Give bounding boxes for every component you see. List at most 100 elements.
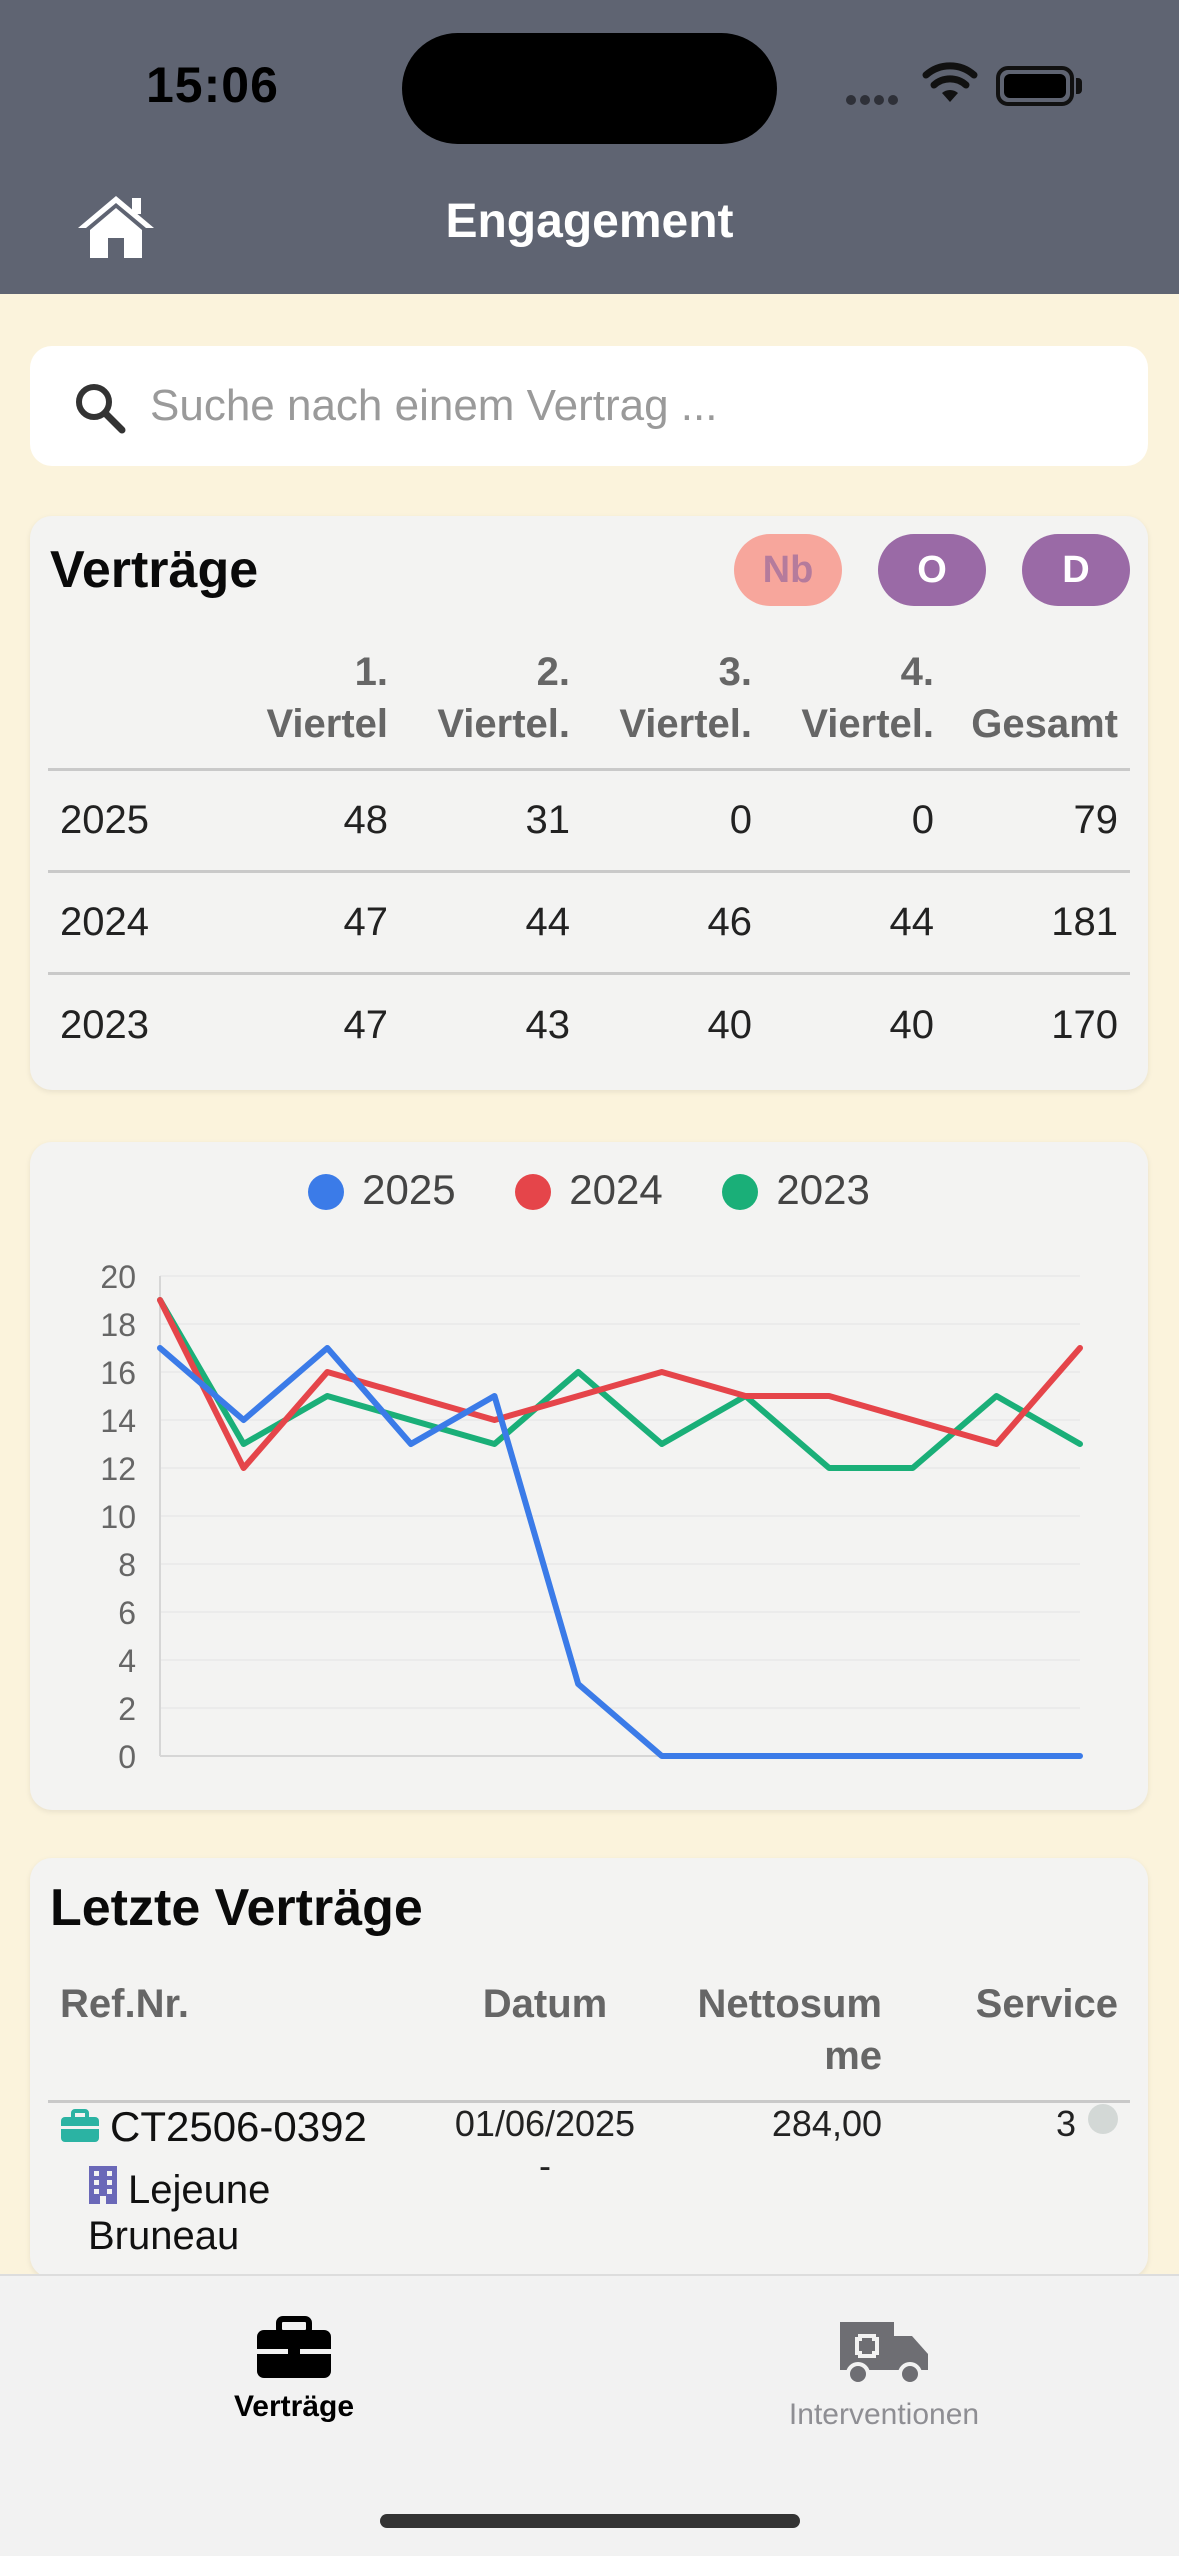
y-tick-label: 10 bbox=[100, 1499, 136, 1535]
y-tick-label: 14 bbox=[100, 1403, 136, 1439]
column-header: Ref.Nr. bbox=[60, 1982, 189, 2026]
y-tick-label: 12 bbox=[100, 1451, 136, 1487]
y-tick-label: 16 bbox=[100, 1355, 136, 1391]
y-tick-label: 8 bbox=[118, 1547, 136, 1583]
legend-dot bbox=[308, 1174, 345, 1210]
legend-dot bbox=[515, 1174, 552, 1210]
table-row[interactable]: 2024 47 44 46 44 181 bbox=[48, 870, 1130, 974]
client-name-text: Lejeune Bruneau bbox=[88, 2168, 271, 2258]
year-cell: 2023 bbox=[48, 972, 218, 1076]
home-indicator bbox=[380, 2514, 800, 2528]
page-title: Engagement bbox=[445, 195, 734, 248]
year-cell: 2025 bbox=[48, 768, 218, 872]
q2-cell: 44 bbox=[400, 870, 582, 974]
search-input[interactable] bbox=[150, 366, 1110, 446]
filter-o-button[interactable]: O bbox=[878, 534, 986, 606]
y-tick-label: 18 bbox=[100, 1307, 136, 1343]
net-cell: 284,00 bbox=[662, 2100, 894, 2259]
q2-cell: 31 bbox=[400, 768, 582, 872]
y-tick-label: 4 bbox=[118, 1643, 136, 1679]
q4-cell: 44 bbox=[764, 870, 946, 974]
y-tick-label: 6 bbox=[118, 1595, 136, 1631]
column-header: 3. Viertel. bbox=[619, 650, 752, 746]
battery-tip bbox=[1076, 78, 1082, 94]
latest-contracts-title: Letzte Verträge bbox=[50, 1879, 423, 1937]
year-cell: 2024 bbox=[48, 870, 218, 974]
total-cell: 170 bbox=[946, 972, 1130, 1076]
series-line-2023 bbox=[157, 1297, 1083, 1471]
column-header bbox=[48, 646, 218, 770]
client-name: Lejeune Bruneau bbox=[88, 2165, 416, 2259]
status-time: 15:06 bbox=[146, 57, 279, 113]
tab-label: Interventionen bbox=[788, 2398, 980, 2431]
date-text: 01/06/2025 bbox=[454, 2103, 636, 2144]
ambulance-icon bbox=[840, 2322, 928, 2386]
q1-cell: 48 bbox=[218, 768, 400, 872]
contracts-title: Verträge bbox=[50, 541, 259, 599]
service-count: 3 bbox=[1055, 2103, 1076, 2144]
y-tick-label: 20 bbox=[100, 1259, 136, 1295]
briefcase-icon bbox=[257, 2316, 331, 2378]
legend-item[interactable]: 2025 bbox=[308, 1166, 456, 1214]
tab-label: Verträge bbox=[233, 2390, 355, 2423]
q2-cell: 43 bbox=[400, 972, 582, 1076]
series-line-2025 bbox=[157, 1345, 1083, 1759]
dynamic-island bbox=[402, 33, 777, 144]
date-sub-text: - bbox=[539, 2145, 551, 2186]
search-bar[interactable] bbox=[30, 346, 1148, 466]
tab-interventionen[interactable]: Interventionen bbox=[714, 2316, 1054, 2432]
date-cell: 01/06/2025 - bbox=[428, 2100, 662, 2259]
search-icon bbox=[76, 384, 126, 434]
q1-cell: 47 bbox=[218, 972, 400, 1076]
legend-label: 2024 bbox=[569, 1166, 663, 1213]
briefcase-icon bbox=[61, 2109, 99, 2142]
battery-icon bbox=[996, 66, 1074, 106]
q3-cell: 0 bbox=[582, 768, 764, 872]
contract-ref-text: CT2506-0392 bbox=[110, 2103, 367, 2150]
column-header: Gesamt bbox=[971, 702, 1118, 746]
latest-contracts-card: Letzte Verträge Ref.Nr. Datum Nettosumme… bbox=[30, 1858, 1148, 2278]
series-line-2024 bbox=[157, 1297, 1083, 1471]
legend-item[interactable]: 2024 bbox=[515, 1166, 663, 1214]
legend-label: 2023 bbox=[776, 1166, 870, 1213]
chart-legend: 2025 2024 2023 bbox=[30, 1166, 1148, 1214]
q4-cell: 0 bbox=[764, 768, 946, 872]
line-chart: 0 2 4 6 8 10 12 14 16 18 20 bbox=[100, 1259, 1083, 1775]
table-row[interactable]: 2025 48 31 0 0 79 bbox=[48, 768, 1130, 872]
home-icon[interactable] bbox=[74, 192, 158, 260]
column-header: Datum bbox=[482, 1982, 608, 2026]
column-header: 2. Viertel. bbox=[437, 650, 570, 746]
chart-card: 2025 2024 2023 0 2 4 6 8 10 12 14 16 18 20 bbox=[30, 1142, 1148, 1810]
total-cell: 79 bbox=[946, 768, 1130, 872]
contracts-card: Verträge Nb O D 1. Viertel 2. Viertel. 3… bbox=[30, 516, 1148, 1090]
contracts-table: 1. Viertel 2. Viertel. 3. Viertel. 4. Vi… bbox=[48, 646, 1130, 1076]
total-cell: 181 bbox=[946, 870, 1130, 974]
q3-cell: 40 bbox=[582, 972, 764, 1076]
filter-nb-button[interactable]: Nb bbox=[734, 534, 842, 606]
y-tick-label: 0 bbox=[118, 1739, 136, 1775]
header: 15:06 Engagement bbox=[0, 0, 1179, 294]
ref-cell: CT2506-0392 Lejeune Bruneau bbox=[48, 2100, 428, 2259]
wifi-icon bbox=[922, 62, 978, 102]
building-icon bbox=[89, 2166, 117, 2204]
tab-vertraege[interactable]: Verträge bbox=[124, 2316, 464, 2424]
column-header: 4. Viertel. bbox=[801, 650, 934, 746]
column-header: Nettosumme bbox=[697, 1982, 882, 2078]
table-row[interactable]: 2023 47 43 40 40 170 bbox=[48, 972, 1130, 1076]
column-header: Service bbox=[975, 1982, 1118, 2026]
y-tick-label: 2 bbox=[118, 1691, 136, 1727]
legend-item[interactable]: 2023 bbox=[722, 1166, 870, 1214]
q1-cell: 47 bbox=[218, 870, 400, 974]
status-dot bbox=[1088, 2104, 1118, 2134]
legend-label: 2025 bbox=[362, 1166, 456, 1213]
legend-dot bbox=[722, 1174, 759, 1210]
q4-cell: 40 bbox=[764, 972, 946, 1076]
cellular-signal-icon bbox=[846, 92, 906, 106]
tab-bar: Verträge Interventionen bbox=[0, 2274, 1179, 2556]
table-row[interactable]: CT2506-0392 Lejeune Bruneau 01/06/2025 -… bbox=[48, 2100, 1130, 2259]
filter-d-button[interactable]: D bbox=[1022, 534, 1130, 606]
q3-cell: 46 bbox=[582, 870, 764, 974]
contract-ref[interactable]: CT2506-0392 bbox=[60, 2103, 416, 2151]
latest-contracts-table: Ref.Nr. Datum Nettosumme Service CT2506-… bbox=[48, 1978, 1130, 2259]
service-cell: 3 bbox=[894, 2100, 1130, 2259]
